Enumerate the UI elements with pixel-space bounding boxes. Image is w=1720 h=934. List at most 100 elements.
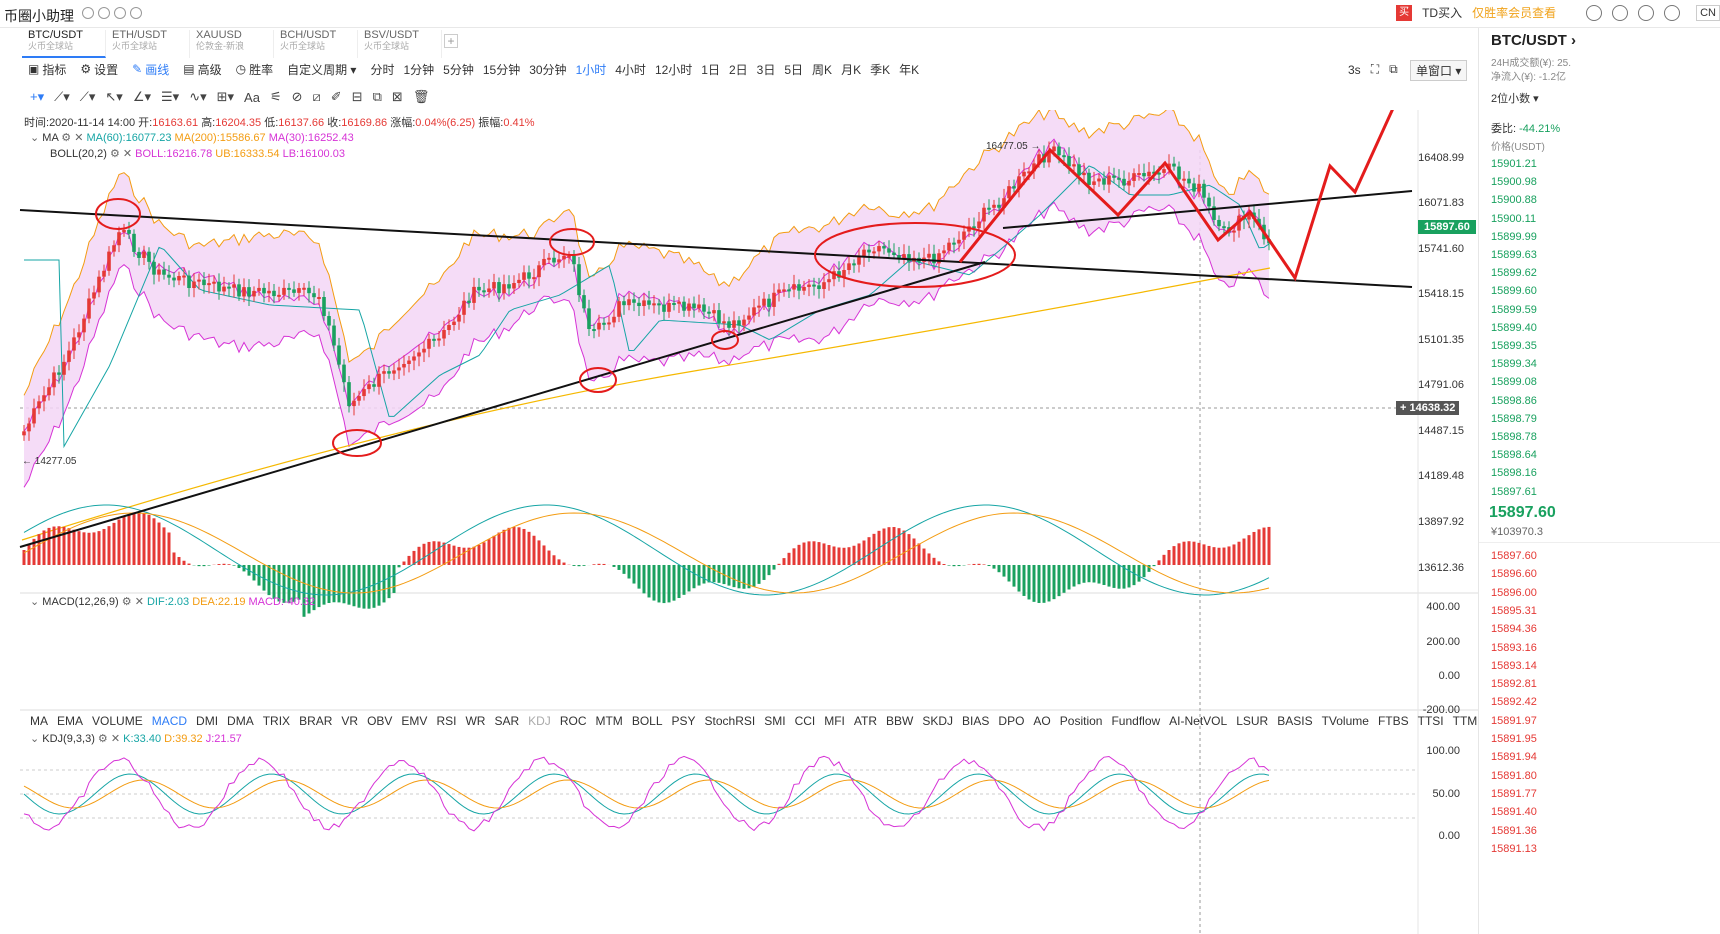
angle-icon[interactable]: ∠▾ [132, 89, 152, 104]
indicator-tab[interactable]: EMV [401, 714, 428, 728]
advanced-button[interactable]: ▤ 高级 [183, 61, 221, 78]
settings-button[interactable]: ⚙ 设置 [80, 61, 118, 78]
custom-period-select[interactable]: 自定义周期 ▾ [287, 62, 357, 77]
chart-canvas[interactable] [0, 110, 1478, 934]
ruler-icon[interactable]: ⧄ [312, 89, 321, 104]
trash-icon[interactable]: 🗑 [412, 89, 430, 104]
trendline-icon[interactable]: ⟋▾ [54, 89, 70, 104]
indicator-tab[interactable]: SMI [764, 714, 786, 728]
indicator-tab[interactable]: TTMU [1452, 714, 1486, 728]
ask-price[interactable]: 15899.59 [1491, 303, 1537, 316]
bid-price[interactable]: 15892.42 [1491, 696, 1537, 709]
bid-price[interactable]: 15893.14 [1491, 659, 1537, 672]
indicator-tab[interactable]: DMI [196, 714, 219, 728]
bell-icon[interactable] [1586, 4, 1603, 21]
draw-button[interactable]: ✎ 画线 [132, 61, 169, 78]
td-buy-label[interactable]: TD买入 [1422, 6, 1463, 20]
indicator-tab[interactable]: MTM [595, 714, 623, 728]
pen-icon[interactable]: ✐ [330, 89, 342, 104]
ask-price[interactable]: 15899.63 [1491, 249, 1537, 261]
bid-price[interactable]: 15891.36 [1491, 824, 1537, 837]
period-button[interactable]: 5分钟 [443, 62, 474, 77]
settings-icon[interactable] [114, 7, 126, 19]
bid-price[interactable]: 15893.16 [1491, 641, 1537, 654]
indicator-tab[interactable]: DPO [998, 714, 1025, 728]
period-button[interactable]: 12小时 [654, 62, 693, 77]
ask-price[interactable]: 15899.40 [1491, 321, 1537, 334]
brush-icon[interactable]: ⚟ [269, 89, 282, 104]
indicator-tab[interactable]: CCI [794, 714, 816, 728]
indicator-tab[interactable]: AI-NetVOL [1169, 714, 1228, 728]
language-button[interactable]: CN [1696, 4, 1720, 21]
tab-bsv[interactable]: BSV/USDT 火币全球站 [358, 30, 442, 58]
fullscreen-icon[interactable]: ⛶ [1370, 62, 1380, 76]
period-button[interactable]: 15分钟 [482, 62, 521, 77]
ask-price[interactable]: 15899.34 [1491, 358, 1537, 371]
period-button-active[interactable]: 1小时 [575, 62, 607, 77]
text-tool-icon[interactable]: Aa [244, 89, 260, 105]
ask-price[interactable]: 15900.88 [1491, 194, 1537, 207]
bid-price[interactable]: 15891.77 [1491, 787, 1537, 800]
tab-btc[interactable]: BTC/USDT 火币全球站 [22, 30, 106, 58]
bid-price[interactable]: 15891.40 [1491, 806, 1537, 819]
ask-price[interactable]: 15899.99 [1491, 230, 1537, 243]
period-button[interactable]: 1日 [701, 62, 720, 77]
indicator-tab[interactable]: LSUR [1236, 714, 1269, 728]
macd-settings-icon[interactable]: ⚙ [121, 596, 132, 608]
period-button[interactable]: 年K [899, 62, 920, 77]
ask-price[interactable]: 15898.86 [1491, 394, 1537, 407]
bid-price[interactable]: 15892.81 [1491, 678, 1537, 691]
bid-price[interactable]: 15896.60 [1491, 568, 1537, 581]
period-button[interactable]: 5日 [784, 62, 804, 77]
tab-xau[interactable]: XAUUSD 伦敦金-新浪 [190, 30, 274, 58]
hide-icon[interactable]: ⊠ [391, 89, 403, 104]
indicator-tab[interactable]: VR [341, 714, 359, 728]
period-button[interactable]: 2日 [728, 62, 748, 77]
ask-price[interactable]: 15900.98 [1491, 176, 1537, 189]
period-button[interactable]: 30分钟 [529, 62, 567, 77]
indicator-tab[interactable]: OBV [367, 714, 393, 728]
tab-bch[interactable]: BCH/USDT 火币全球站 [274, 30, 358, 58]
period-button[interactable]: 1分钟 [403, 62, 435, 77]
indicator-tab[interactable]: SKDJ [922, 714, 954, 728]
winrate-button[interactable]: ◷ 胜率 [236, 61, 274, 78]
ask-price[interactable]: 15901.21 [1491, 158, 1537, 170]
bid-price[interactable]: 15895.31 [1491, 604, 1537, 617]
indicator-tab[interactable]: BOLL [631, 714, 663, 728]
kdj-collapse-icon[interactable]: ⌄ [30, 733, 40, 745]
magnet-icon[interactable]: ⊘ [291, 89, 303, 104]
ma-settings-icon[interactable]: ⚙ [61, 132, 72, 144]
pin-icon[interactable] [82, 7, 94, 19]
ask-price[interactable]: 15898.16 [1491, 467, 1537, 480]
period-button[interactable]: 分时 [370, 62, 395, 77]
period-button[interactable]: 周K [812, 62, 833, 77]
tab-eth[interactable]: ETH/USDT 火币全球站 [106, 30, 190, 58]
bid-price[interactable]: 15891.13 [1491, 842, 1537, 855]
bid-price[interactable]: 15894.36 [1491, 623, 1537, 636]
period-button[interactable]: 季K [870, 62, 891, 77]
indicator-tab[interactable]: BBW [886, 714, 914, 728]
indicator-tab[interactable]: Fundflow [1111, 714, 1161, 728]
bid-price[interactable]: 15891.95 [1491, 733, 1537, 745]
indicator-tab[interactable]: DMA [227, 714, 254, 728]
indicator-tab[interactable]: FTBS [1377, 714, 1409, 728]
ask-price[interactable]: 15898.78 [1491, 431, 1537, 443]
ma-close-icon[interactable]: ✕ [74, 132, 84, 144]
macd-close-icon[interactable]: ✕ [134, 596, 144, 608]
indicator-tab[interactable]: TRIX [262, 714, 291, 728]
kdj-settings-icon[interactable]: ⚙ [97, 733, 108, 745]
boll-close-icon[interactable]: ✕ [122, 148, 133, 160]
kdj-close-icon[interactable]: ✕ [110, 733, 121, 745]
indicator-tab[interactable]: BIAS [962, 714, 990, 728]
indicator-tab[interactable]: VOLUME [92, 714, 143, 728]
fib-icon[interactable]: ☰▾ [161, 89, 180, 104]
wave-icon[interactable]: ∿▾ [189, 89, 207, 104]
indicator-tab[interactable]: SAR [494, 714, 520, 728]
bid-price[interactable]: 15897.60 [1491, 550, 1537, 562]
ask-price[interactable]: 15899.08 [1491, 376, 1537, 389]
indicator-tab[interactable]: MA [30, 714, 48, 728]
lock-draw-icon[interactable]: ⊟ [351, 89, 363, 104]
copy-icon[interactable]: ⧉ [372, 89, 382, 104]
window-mode-select[interactable]: 单窗口 ▾ [1410, 60, 1468, 81]
bid-price[interactable]: 15891.94 [1491, 751, 1537, 764]
